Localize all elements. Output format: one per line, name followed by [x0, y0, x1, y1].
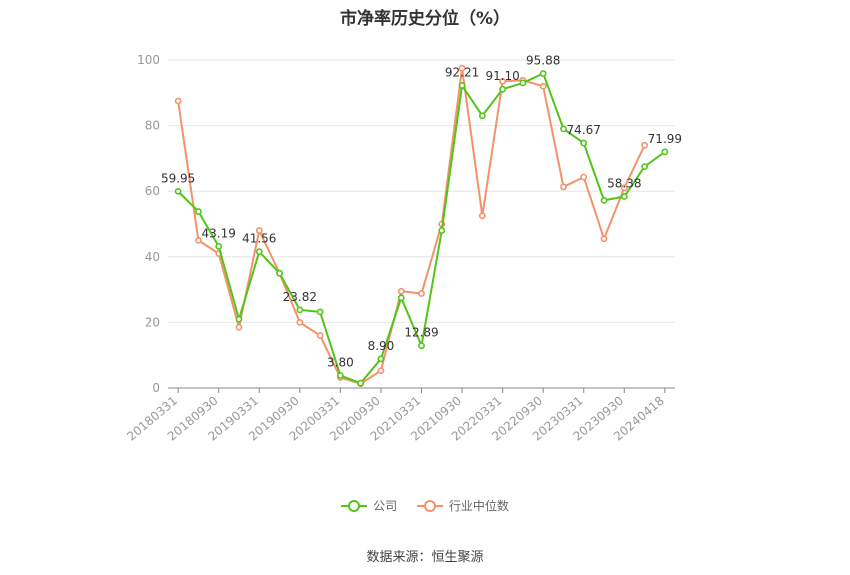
- data-point-company: [620, 193, 628, 200]
- data-label: 23.82: [283, 290, 317, 304]
- data-label: 3.80: [327, 356, 354, 370]
- data-label: 59.95: [161, 171, 195, 185]
- legend-item-company[interactable]: 公司: [341, 497, 397, 514]
- data-point-industry-median: [641, 141, 648, 149]
- data-point-company: [580, 139, 588, 147]
- series-line-industry-median: [177, 67, 646, 385]
- data-label: 92.21: [445, 66, 479, 80]
- y-tick-label: 20: [145, 315, 160, 329]
- data-point-company: [255, 248, 263, 256]
- data-label: 41.56: [242, 232, 276, 246]
- legend: 公司 行业中位数: [0, 497, 850, 516]
- legend-line-marker-icon: [341, 499, 368, 513]
- data-point-company: [661, 148, 669, 156]
- y-tick-label: 40: [145, 250, 160, 264]
- data-point-company: [539, 70, 547, 77]
- series-layer: [174, 64, 669, 388]
- data-label: 71.99: [648, 132, 682, 146]
- data-point-company: [438, 227, 446, 234]
- data-point-company: [195, 208, 202, 215]
- data-point-company: [296, 306, 304, 314]
- data-label-layer: 59.95 43.19 41.56 23.82 3.80 8.90 12.89 92.21 91…: [161, 54, 682, 370]
- data-point-industry-median: [458, 64, 466, 72]
- data-point-company: [215, 242, 223, 250]
- data-label: 12.89: [404, 326, 438, 340]
- y-tick-label: 100: [137, 53, 160, 67]
- data-point-industry-median: [195, 236, 202, 244]
- data-point-industry-median: [620, 184, 628, 192]
- data-point-industry-median: [600, 235, 608, 243]
- data-point-company: [174, 187, 182, 195]
- data-point-industry-median: [418, 290, 425, 297]
- legend-label-industry-median: 行业中位数: [448, 499, 509, 513]
- source-note: 数据来源：恒生聚源: [366, 550, 484, 565]
- y-tick-label: 60: [145, 184, 160, 198]
- data-label: 8.90: [368, 339, 395, 353]
- data-point-company: [357, 379, 365, 387]
- data-point-company: [316, 308, 324, 316]
- grid-layer: [168, 59, 675, 323]
- data-point-industry-median: [499, 77, 507, 85]
- data-point-company: [235, 315, 243, 323]
- data-point-industry-median: [560, 183, 567, 191]
- data-point-company: [641, 163, 648, 170]
- legend-line-marker-icon: [416, 499, 443, 513]
- data-label: 95.88: [526, 54, 560, 68]
- data-label: 43.19: [202, 226, 236, 240]
- legend-label-company: 公司: [373, 499, 398, 513]
- data-point-company: [499, 85, 507, 93]
- axis-layer: 0204060801002018033120180930201903312019…: [124, 53, 675, 444]
- y-tick-label: 0: [152, 381, 160, 395]
- chart-title: 市净率历史分位（%）: [339, 9, 511, 29]
- data-point-industry-median: [296, 318, 304, 326]
- data-point-industry-median: [539, 82, 547, 90]
- data-point-company: [519, 79, 527, 87]
- data-point-industry-median: [235, 323, 243, 331]
- data-point-company: [418, 342, 425, 350]
- legend-item-industry-median[interactable]: 行业中位数: [416, 497, 509, 514]
- data-point-company: [478, 112, 486, 120]
- y-tick-label: 80: [145, 119, 160, 133]
- data-point-industry-median: [377, 367, 385, 375]
- data-point-company: [276, 269, 283, 277]
- data-point-company: [560, 125, 567, 133]
- data-point-industry-median: [255, 227, 263, 234]
- data-point-industry-median: [580, 173, 588, 181]
- data-label: 58.38: [607, 177, 641, 191]
- data-point-company: [458, 82, 466, 89]
- data-point-company: [397, 294, 405, 302]
- data-point-industry-median: [316, 332, 324, 339]
- data-point-industry-median: [174, 97, 182, 105]
- data-point-company: [600, 196, 608, 204]
- data-point-company: [377, 355, 385, 363]
- data-label: 91.10: [485, 69, 519, 83]
- data-point-industry-median: [478, 212, 486, 220]
- data-point-industry-median: [397, 287, 405, 295]
- data-label: 74.67: [567, 123, 601, 137]
- data-point-company: [336, 372, 344, 379]
